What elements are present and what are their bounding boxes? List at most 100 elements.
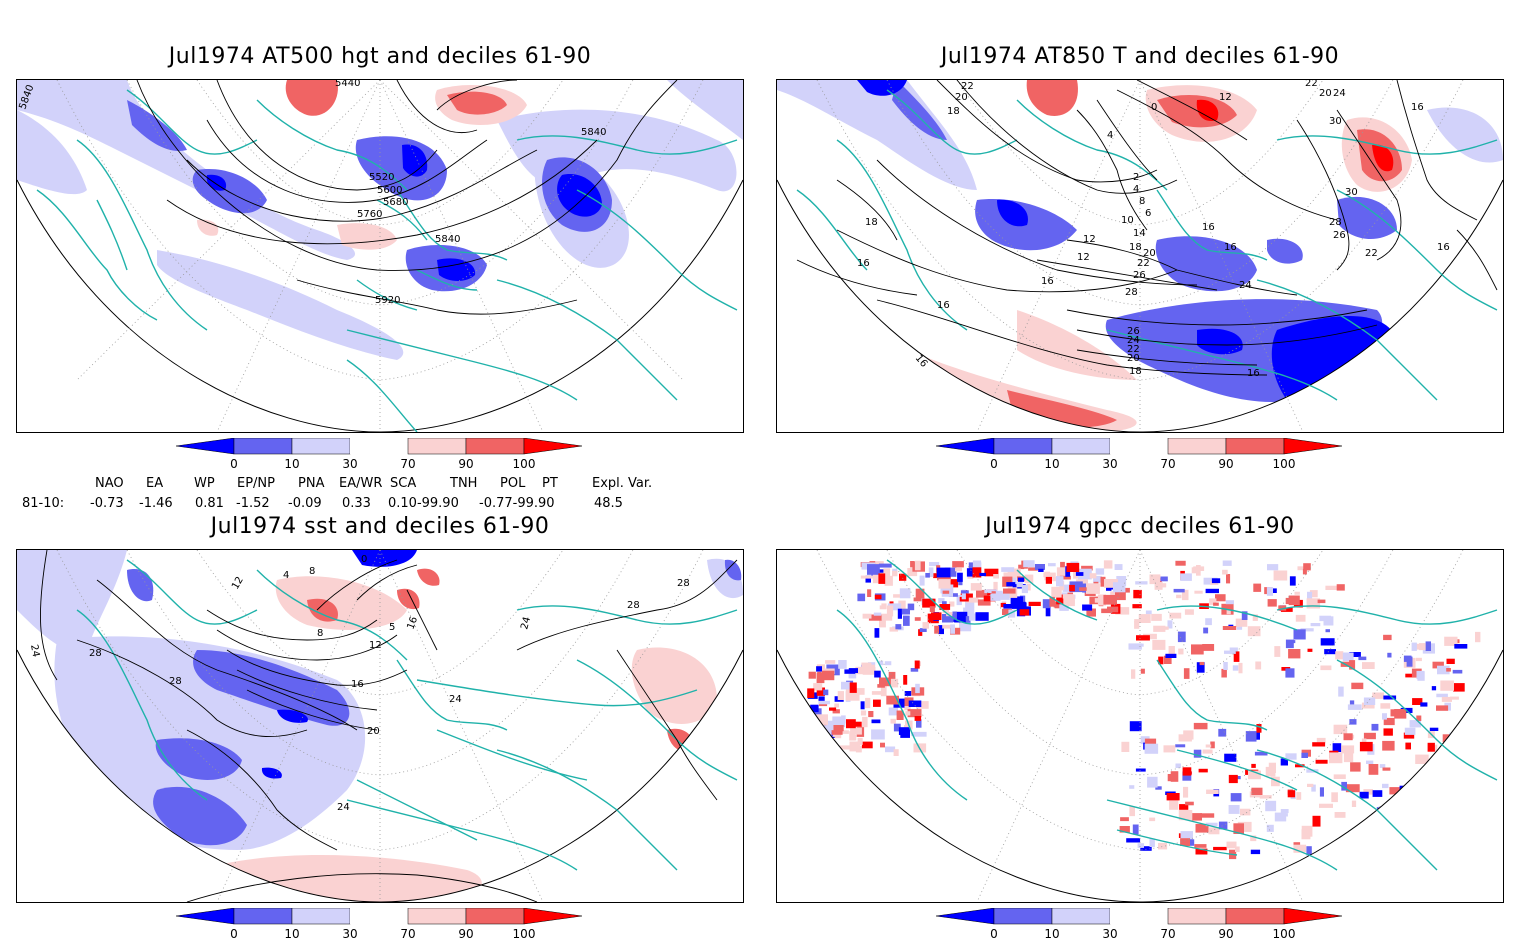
decile-patch — [1331, 792, 1338, 803]
contour-label: 5440 — [335, 80, 360, 89]
decile-patch — [1383, 695, 1397, 700]
decile-area — [17, 550, 127, 652]
decile-patch — [1240, 808, 1251, 816]
decile-patch — [1175, 560, 1186, 566]
decile-patch — [1440, 680, 1454, 691]
decile-patch — [1405, 673, 1413, 678]
decile-patch — [1213, 602, 1219, 606]
decile-patch — [1196, 662, 1205, 673]
decile-patch — [1195, 823, 1209, 833]
decile-area — [17, 80, 356, 260]
colorbar-tick: 100 — [1273, 457, 1296, 471]
decile-patch — [1218, 728, 1227, 737]
decile-patch — [868, 614, 883, 621]
colorbar-cell — [936, 908, 995, 925]
decile-patch — [1361, 738, 1367, 745]
decile-patch — [942, 624, 951, 629]
decile-patch — [957, 572, 963, 582]
decile-patch — [861, 662, 871, 672]
decile-area — [307, 598, 338, 622]
colorbar-cell — [233, 908, 293, 925]
decile-patch — [975, 612, 989, 621]
decile-patch — [1023, 560, 1035, 568]
contour-label: 16 — [1041, 276, 1054, 287]
decile-patch — [1008, 609, 1016, 618]
decile-patch — [1250, 835, 1257, 842]
colorbar-sst: 0 10 30 70 90 100 — [176, 908, 596, 942]
decile-patch — [1319, 803, 1333, 808]
colorbar-svg: 0 10 30 70 90 100 — [936, 908, 1343, 941]
decile-patch — [1182, 771, 1192, 781]
decile-patch — [1280, 607, 1293, 612]
decile-area — [193, 650, 350, 726]
decile-patch — [1224, 753, 1237, 762]
decile-patch — [1285, 753, 1297, 760]
decile-patch — [969, 613, 978, 621]
decile-patch — [916, 719, 922, 728]
decile-patch — [891, 603, 902, 611]
decile-patch — [937, 574, 951, 581]
decile-patch — [938, 625, 944, 635]
decile-patch — [1436, 693, 1448, 698]
decile-patch — [837, 691, 844, 700]
contour-label: 4 — [283, 570, 289, 581]
decile-patch — [1436, 705, 1449, 711]
contour-label: 16 — [857, 258, 870, 269]
decile-patch — [1312, 815, 1321, 827]
decile-patch — [931, 612, 942, 620]
decile-patch — [1285, 639, 1294, 649]
decile-patch — [1209, 598, 1217, 605]
decile-patch — [1351, 800, 1357, 807]
decile-patch — [867, 564, 880, 575]
decile-patch — [893, 723, 901, 732]
decile-patch — [1259, 795, 1272, 799]
colorbar-tick: 70 — [1160, 927, 1175, 941]
decile-patch — [1233, 823, 1244, 834]
decile-patch — [832, 709, 840, 714]
decile-patch — [1038, 568, 1044, 572]
decile-patch — [878, 563, 892, 568]
contour-label: 22 — [1305, 80, 1318, 89]
decile-area — [127, 569, 154, 602]
decile-patch — [1075, 572, 1084, 576]
decile-patch — [871, 561, 884, 565]
decile-area — [192, 169, 267, 214]
colorbar-tick: 30 — [1102, 457, 1117, 471]
decile-patch — [1126, 838, 1141, 843]
contour-label: 5760 — [357, 209, 382, 220]
decile-patch — [1056, 576, 1064, 587]
decile-area — [631, 647, 717, 724]
hemisphere-outside — [777, 650, 1503, 902]
decile-patch — [831, 730, 843, 735]
colorbar-cell — [1051, 908, 1111, 925]
decile-patch — [1382, 740, 1395, 751]
decile-patch — [1149, 838, 1155, 847]
decile-patch — [1427, 742, 1435, 752]
decile-patch — [1147, 776, 1158, 788]
decile-patch — [1163, 745, 1176, 753]
decile-patch — [1271, 776, 1280, 787]
decile-patch — [1382, 767, 1391, 771]
decile-patch — [1251, 763, 1256, 768]
decile-patch — [913, 597, 925, 602]
decile-patch — [1018, 564, 1025, 570]
decile-patch — [1301, 752, 1308, 758]
decile-patch — [940, 584, 954, 594]
decile-patch — [915, 683, 920, 694]
decile-patch — [979, 572, 986, 577]
index-header: POL — [500, 476, 526, 491]
decile-patch — [1199, 661, 1205, 666]
decile-area — [197, 219, 219, 236]
decile-patch — [878, 573, 886, 584]
contour-label: 12 — [230, 575, 246, 592]
decile-patch — [1049, 596, 1055, 607]
decile-patch — [857, 737, 863, 745]
decile-patch — [1200, 813, 1215, 818]
decile-patch — [1252, 614, 1258, 621]
decile-patch — [972, 560, 982, 568]
colorbar-hgt500: 0 10 30 70 90 100 — [176, 438, 596, 472]
decile-patch — [892, 570, 898, 577]
index-header: PT — [542, 476, 558, 491]
index-header: EA — [146, 476, 164, 491]
decile-patch — [1273, 570, 1288, 581]
